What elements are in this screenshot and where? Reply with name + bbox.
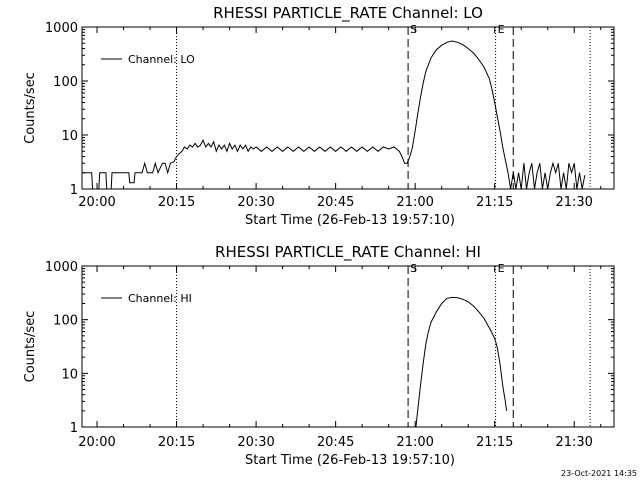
chart-title: RHESSI PARTICLE_RATE Channel: LO <box>213 4 483 23</box>
x-tick-label: 21:15 <box>476 195 513 210</box>
series-line <box>82 40 586 190</box>
y-axis-label: Counts/sec <box>23 311 38 383</box>
x-tick-label: 20:00 <box>78 435 115 450</box>
legend-label: Channel: HI <box>128 292 192 305</box>
time-marker-label: S <box>410 23 417 36</box>
chart-title: RHESSI PARTICLE_RATE Channel: HI <box>215 243 481 262</box>
chart-panel-lo: RHESSI PARTICLE_RATE Channel: LO 1 10 100 10… <box>23 4 615 228</box>
chart-panel-hi: RHESSI PARTICLE_RATE Channel: HI 1 10 100 10… <box>23 243 615 468</box>
x-tick-label: 20:00 <box>78 195 115 210</box>
x-axis-label: Start Time (26-Feb-13 19:57:10) <box>245 453 455 468</box>
y-tick-label: 100 <box>53 75 78 90</box>
x-tick-label: 20:15 <box>158 435 195 450</box>
x-tick-label: 21:30 <box>555 435 592 450</box>
x-tick-label: 21:00 <box>396 435 433 450</box>
time-marker-label: E <box>498 262 505 275</box>
y-tick-label: 10 <box>61 367 78 382</box>
series-line <box>415 296 508 428</box>
plot-timestamp: 23-Oct-2021 14:35 <box>561 469 637 478</box>
time-marker-label: E <box>498 23 505 36</box>
x-tick-label: 20:45 <box>317 195 354 210</box>
x-tick-label: 20:30 <box>237 435 274 450</box>
time-marker-label: S <box>410 262 417 275</box>
plot-frame <box>81 26 615 190</box>
y-axis-label: Counts/sec <box>23 72 38 144</box>
x-tick-label: 20:15 <box>158 195 195 210</box>
legend-label: Channel: LO <box>128 53 195 66</box>
x-tick-label: 20:30 <box>237 195 274 210</box>
y-tick-label: 1000 <box>45 260 78 275</box>
y-tick-label: 100 <box>53 314 78 329</box>
y-tick-label: 1 <box>70 421 78 436</box>
x-tick-label: 21:30 <box>555 195 592 210</box>
x-tick-label: 21:00 <box>396 195 433 210</box>
plot-frame <box>81 265 615 428</box>
x-tick-label: 20:45 <box>317 435 354 450</box>
y-tick-label: 10 <box>61 129 78 144</box>
x-axis-label: Start Time (26-Feb-13 19:57:10) <box>245 213 455 228</box>
x-tick-label: 21:15 <box>476 435 513 450</box>
y-tick-label: 1 <box>70 183 78 198</box>
y-tick-label: 1000 <box>45 21 78 36</box>
